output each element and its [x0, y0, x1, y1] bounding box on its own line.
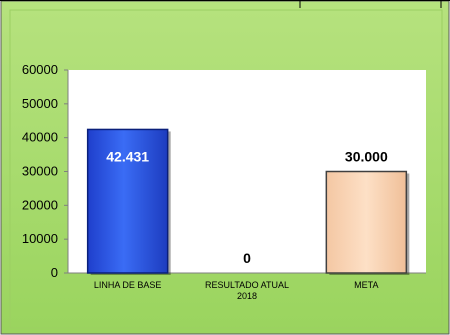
bar-3 [325, 170, 408, 274]
y-tick-label: 30000 [22, 164, 58, 179]
data-label: 0 [243, 250, 251, 266]
inner-panel [9, 9, 443, 329]
x-category-label: META [354, 280, 378, 290]
x-category-label: 2018 [237, 291, 257, 301]
data-label: 30.000 [345, 149, 388, 165]
y-tick-label: 0 [51, 265, 58, 280]
bar-1 [86, 128, 169, 274]
data-label: 42.431 [106, 148, 149, 164]
bars-group: 42.431 0 30.000 [86, 128, 410, 275]
x-category-label: RESULTADO ATUAL [205, 280, 289, 290]
y-tick-label: 60000 [22, 62, 58, 77]
y-tick-label: 20000 [22, 197, 58, 212]
y-tick-label: 10000 [22, 231, 58, 246]
y-tick-label: 40000 [22, 130, 58, 145]
x-category-label: LINHA DE BASE [94, 280, 162, 290]
y-tick-label: 50000 [22, 96, 58, 111]
